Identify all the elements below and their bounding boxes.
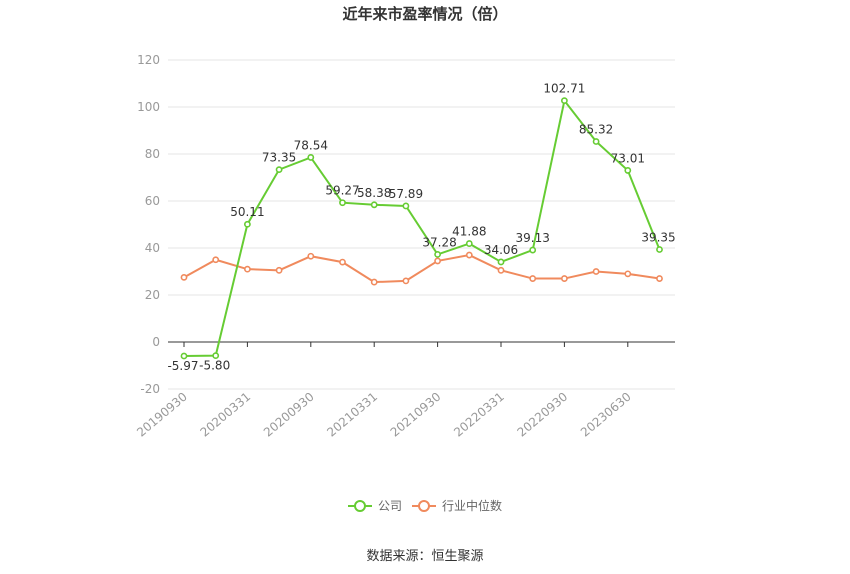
data-point[interactable] bbox=[497, 258, 505, 266]
data-point[interactable] bbox=[624, 167, 632, 174]
y-tick-label: 60 bbox=[145, 194, 160, 208]
data-point[interactable] bbox=[339, 199, 346, 207]
data-point[interactable] bbox=[212, 352, 220, 360]
data-point[interactable] bbox=[275, 166, 283, 174]
data-point[interactable] bbox=[465, 251, 473, 259]
y-tick-label: 120 bbox=[137, 53, 160, 67]
data-label: 37.28 bbox=[422, 235, 456, 249]
series-line-0 bbox=[183, 98, 661, 358]
legend-item-0[interactable]: 公司 bbox=[348, 499, 402, 513]
data-label: 34.06 bbox=[484, 243, 518, 257]
data-point[interactable] bbox=[243, 265, 251, 273]
data-point[interactable] bbox=[465, 240, 473, 247]
data-label: 39.35 bbox=[641, 231, 675, 245]
data-label: 78.54 bbox=[294, 138, 328, 152]
data-label: 102.71 bbox=[543, 82, 585, 96]
x-tick-label: 20190930 bbox=[134, 390, 190, 440]
data-label: 50.11 bbox=[230, 205, 264, 219]
data-point[interactable] bbox=[592, 268, 600, 275]
data-point[interactable] bbox=[592, 138, 600, 145]
data-point[interactable] bbox=[370, 201, 378, 209]
data-point[interactable] bbox=[561, 97, 568, 105]
data-point[interactable] bbox=[529, 275, 537, 282]
grid bbox=[168, 59, 675, 390]
x-tick-label: 20230630 bbox=[578, 390, 634, 440]
data-point[interactable] bbox=[180, 273, 188, 281]
data-point[interactable] bbox=[339, 258, 346, 266]
data-point[interactable] bbox=[497, 266, 505, 274]
data-label: 57.89 bbox=[389, 187, 423, 201]
x-tick-label: 20220331 bbox=[451, 390, 507, 440]
data-label: 73.01 bbox=[611, 151, 645, 165]
data-label: -5.80 bbox=[199, 359, 230, 373]
data-label: 59.27 bbox=[325, 184, 359, 198]
data-point[interactable] bbox=[434, 250, 441, 258]
x-tick-label: 20200930 bbox=[261, 390, 317, 440]
x-tick-label: 20210331 bbox=[324, 390, 380, 440]
legend-swatch-marker bbox=[418, 500, 430, 512]
data-label: 39.13 bbox=[516, 231, 550, 245]
data-label: 85.32 bbox=[579, 122, 613, 136]
legend[interactable]: 公司 行业中位数 bbox=[348, 498, 502, 513]
x-tick-label: 20210930 bbox=[388, 390, 444, 440]
chart-title: 近年来市盈率情况（倍） bbox=[342, 5, 507, 23]
data-point[interactable] bbox=[402, 277, 410, 285]
data-label: 41.88 bbox=[452, 225, 486, 239]
data-point[interactable] bbox=[402, 202, 410, 210]
x-tick-label: 20220930 bbox=[515, 390, 571, 440]
data-point[interactable] bbox=[434, 257, 441, 265]
legend-label: 行业中位数 bbox=[442, 498, 502, 513]
data-point[interactable] bbox=[529, 246, 537, 254]
data-point[interactable] bbox=[307, 252, 315, 260]
data-point[interactable] bbox=[561, 275, 568, 282]
y-tick-label: 0 bbox=[152, 335, 160, 349]
series-line-1 bbox=[183, 254, 660, 284]
x-tick-label: 20200331 bbox=[198, 390, 254, 440]
data-label: 73.35 bbox=[262, 151, 296, 165]
data-label: -5.97 bbox=[167, 359, 198, 373]
y-tick-label: 40 bbox=[145, 241, 160, 255]
data-point[interactable] bbox=[656, 246, 663, 253]
data-point[interactable] bbox=[656, 275, 663, 282]
data-point[interactable] bbox=[212, 256, 220, 264]
data-point[interactable] bbox=[307, 154, 315, 161]
data-point[interactable] bbox=[275, 266, 283, 274]
y-tick-label: 80 bbox=[145, 147, 160, 161]
legend-item-1[interactable]: 行业中位数 bbox=[412, 498, 502, 513]
series-lines bbox=[180, 97, 663, 360]
data-label: 58.38 bbox=[357, 186, 391, 200]
legend-label: 公司 bbox=[378, 499, 402, 513]
y-tick-label: -20 bbox=[140, 382, 160, 396]
data-point[interactable] bbox=[370, 278, 378, 286]
y-tick-label: 100 bbox=[137, 100, 160, 114]
y-tick-label: 20 bbox=[145, 288, 160, 302]
data-source: 数据来源：恒生聚源 bbox=[366, 549, 483, 564]
data-point[interactable] bbox=[624, 270, 632, 278]
data-point[interactable] bbox=[243, 220, 251, 228]
legend-swatch-marker bbox=[354, 500, 366, 512]
data-point[interactable] bbox=[180, 352, 188, 360]
y-axis: -20 0 20 40 60 80 100 120 bbox=[137, 53, 160, 396]
